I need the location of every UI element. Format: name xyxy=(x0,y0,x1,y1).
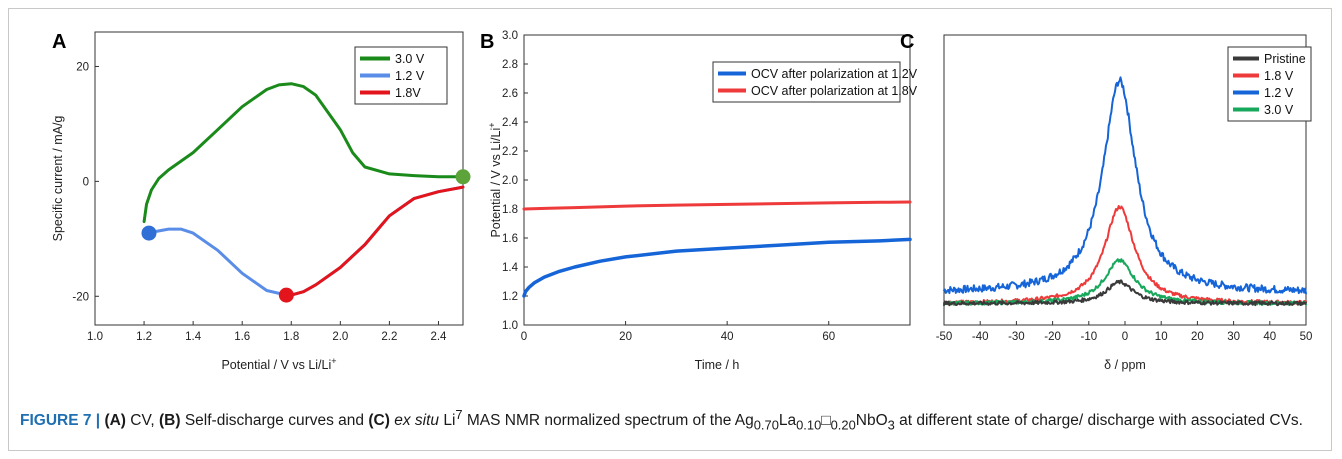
x-tick-label: 0 xyxy=(1122,331,1128,343)
y-axis-label: Potential / V vs Li/Li+ xyxy=(487,122,503,237)
caption-sub: 0.10 xyxy=(796,417,822,433)
series-line-ocv-1-2v xyxy=(522,237,912,298)
x-axis-label-sup: + xyxy=(331,356,336,366)
series-line-3-0v xyxy=(142,82,465,224)
legend-label: Pristine xyxy=(1264,52,1306,66)
panel-c: -50 -40 -30 -20 -10 0 10 20 30 40 50 Cδ / ppm Pristi… xyxy=(900,31,1312,372)
x-tick-label: 0 xyxy=(521,331,527,343)
x-tick-label: 2.2 xyxy=(381,331,397,343)
y-tick-label: 3.0 xyxy=(502,30,518,42)
x-tick-label: 2.0 xyxy=(332,331,348,343)
x-tick-label: 50 xyxy=(1300,331,1313,343)
series-line-1-2v xyxy=(147,185,465,297)
caption-sup: 7 xyxy=(455,407,463,422)
legend-label: 3.0 V xyxy=(395,52,425,66)
caption-sub: 3 xyxy=(887,417,895,433)
legend-label: 1.8V xyxy=(395,86,421,100)
caption-text: NbO xyxy=(855,412,888,430)
legend-label: 3.0 V xyxy=(1264,103,1294,117)
spectrum-line-1-8-v xyxy=(943,205,1307,306)
y-tick-label: 2.8 xyxy=(502,59,518,71)
caption-sub: 0.20 xyxy=(830,417,856,433)
x-tick-label: 60 xyxy=(822,331,835,343)
series-line-1-8v xyxy=(284,185,465,297)
legend-label: 1.2 V xyxy=(395,69,425,83)
x-tick-label: 10 xyxy=(1155,331,1168,343)
y-axis-label: Specific current / mA/g xyxy=(51,116,65,242)
y-tick-label: 1.2 xyxy=(502,291,518,303)
legend-label: 1.8 V xyxy=(1264,69,1294,83)
spectrum-line-pristine xyxy=(943,279,1307,307)
x-tick-label: -50 xyxy=(936,331,953,343)
figure-panels: 1.0 1.2 1.4 1.6 1.8 2.0 2.2 2.4 20 0 -20 A Potential… xyxy=(51,30,1312,372)
state-marker xyxy=(278,287,294,303)
y-tick-label: 2.4 xyxy=(502,117,519,129)
caption-text: MAS NMR normalized spectrum of the Ag xyxy=(462,412,754,430)
x-tick-label: 1.4 xyxy=(185,331,202,343)
x-tick-label: 40 xyxy=(721,331,734,343)
y-axis-label-sup: + xyxy=(487,122,497,127)
legend-box xyxy=(712,61,901,103)
legend-label: 1.2 V xyxy=(1264,86,1294,100)
caption-text: Self-discharge curves and xyxy=(180,412,369,430)
panel-label: B xyxy=(480,31,494,53)
y-tick-label: 2.2 xyxy=(502,146,518,158)
caption-a: (A) xyxy=(104,412,126,430)
state-marker xyxy=(141,225,157,241)
caption-label: FIGURE 7 | xyxy=(20,412,105,430)
legend-label: OCV after polarization at 1.8V xyxy=(751,84,918,98)
x-tick-label: -20 xyxy=(1044,331,1061,343)
caption-text: CV, xyxy=(125,412,159,430)
caption-sub: 0.70 xyxy=(753,417,779,433)
caption-text: La xyxy=(778,412,797,430)
caption-text: □ xyxy=(821,412,831,430)
y-tick-label: 1.8 xyxy=(502,204,518,216)
y-tick-label: 1.4 xyxy=(502,262,519,274)
panel-a: 1.0 1.2 1.4 1.6 1.8 2.0 2.2 2.4 20 0 -20 A Potential… xyxy=(51,31,471,372)
y-tick-label: 1.0 xyxy=(502,320,518,332)
caption-text: Li xyxy=(439,412,456,430)
y-tick-label: 1.6 xyxy=(502,233,518,245)
x-tick-label: -40 xyxy=(972,331,989,343)
panel-b: 0 20 40 60 1.0 1.2 1.4 1.6 1.8 2.0 2.2 2.4 2.6 2.8 3.0… xyxy=(480,30,918,372)
spectrum-line-3-0-v xyxy=(943,258,1307,306)
caption-ex-situ: ex situ xyxy=(394,412,440,430)
x-tick-label: 20 xyxy=(619,331,632,343)
x-tick-label: 30 xyxy=(1227,331,1240,343)
caption-c: (C) xyxy=(368,412,390,430)
x-axis-label: δ / ppm xyxy=(1104,358,1146,372)
x-tick-label: 40 xyxy=(1263,331,1276,343)
x-tick-label: -30 xyxy=(1008,331,1025,343)
y-tick-label: 2.6 xyxy=(502,88,518,100)
x-tick-label: 20 xyxy=(1191,331,1204,343)
spectrum-line-1-2-v xyxy=(943,76,1307,295)
series-line-ocv-1-8v xyxy=(522,200,912,211)
x-tick-label: 1.6 xyxy=(234,331,250,343)
figure-caption: FIGURE 7 | (A) CV, (B) Self-discharge cu… xyxy=(20,404,1320,436)
figure-frame xyxy=(8,8,1332,451)
caption-text: at different state of charge/ discharge … xyxy=(894,412,1303,430)
caption-b: (B) xyxy=(159,412,181,430)
y-tick-label: 2.0 xyxy=(502,175,518,187)
x-tick-label: 1.8 xyxy=(283,331,299,343)
x-axis-label: Potential / V vs Li/Li+ xyxy=(221,356,336,372)
legend-label: OCV after polarization at 1.2V xyxy=(751,67,918,81)
x-axis-label: Time / h xyxy=(695,358,740,372)
panel-label: C xyxy=(900,31,914,53)
y-tick-label: 20 xyxy=(76,61,89,73)
x-tick-label: -10 xyxy=(1080,331,1097,343)
y-tick-label: 0 xyxy=(83,176,89,188)
x-tick-label: 2.4 xyxy=(430,331,447,343)
x-tick-label: 1.2 xyxy=(136,331,152,343)
y-tick-label: -20 xyxy=(72,291,89,303)
panel-label: A xyxy=(52,31,66,53)
x-tick-label: 1.0 xyxy=(87,331,103,343)
state-marker xyxy=(455,169,471,185)
